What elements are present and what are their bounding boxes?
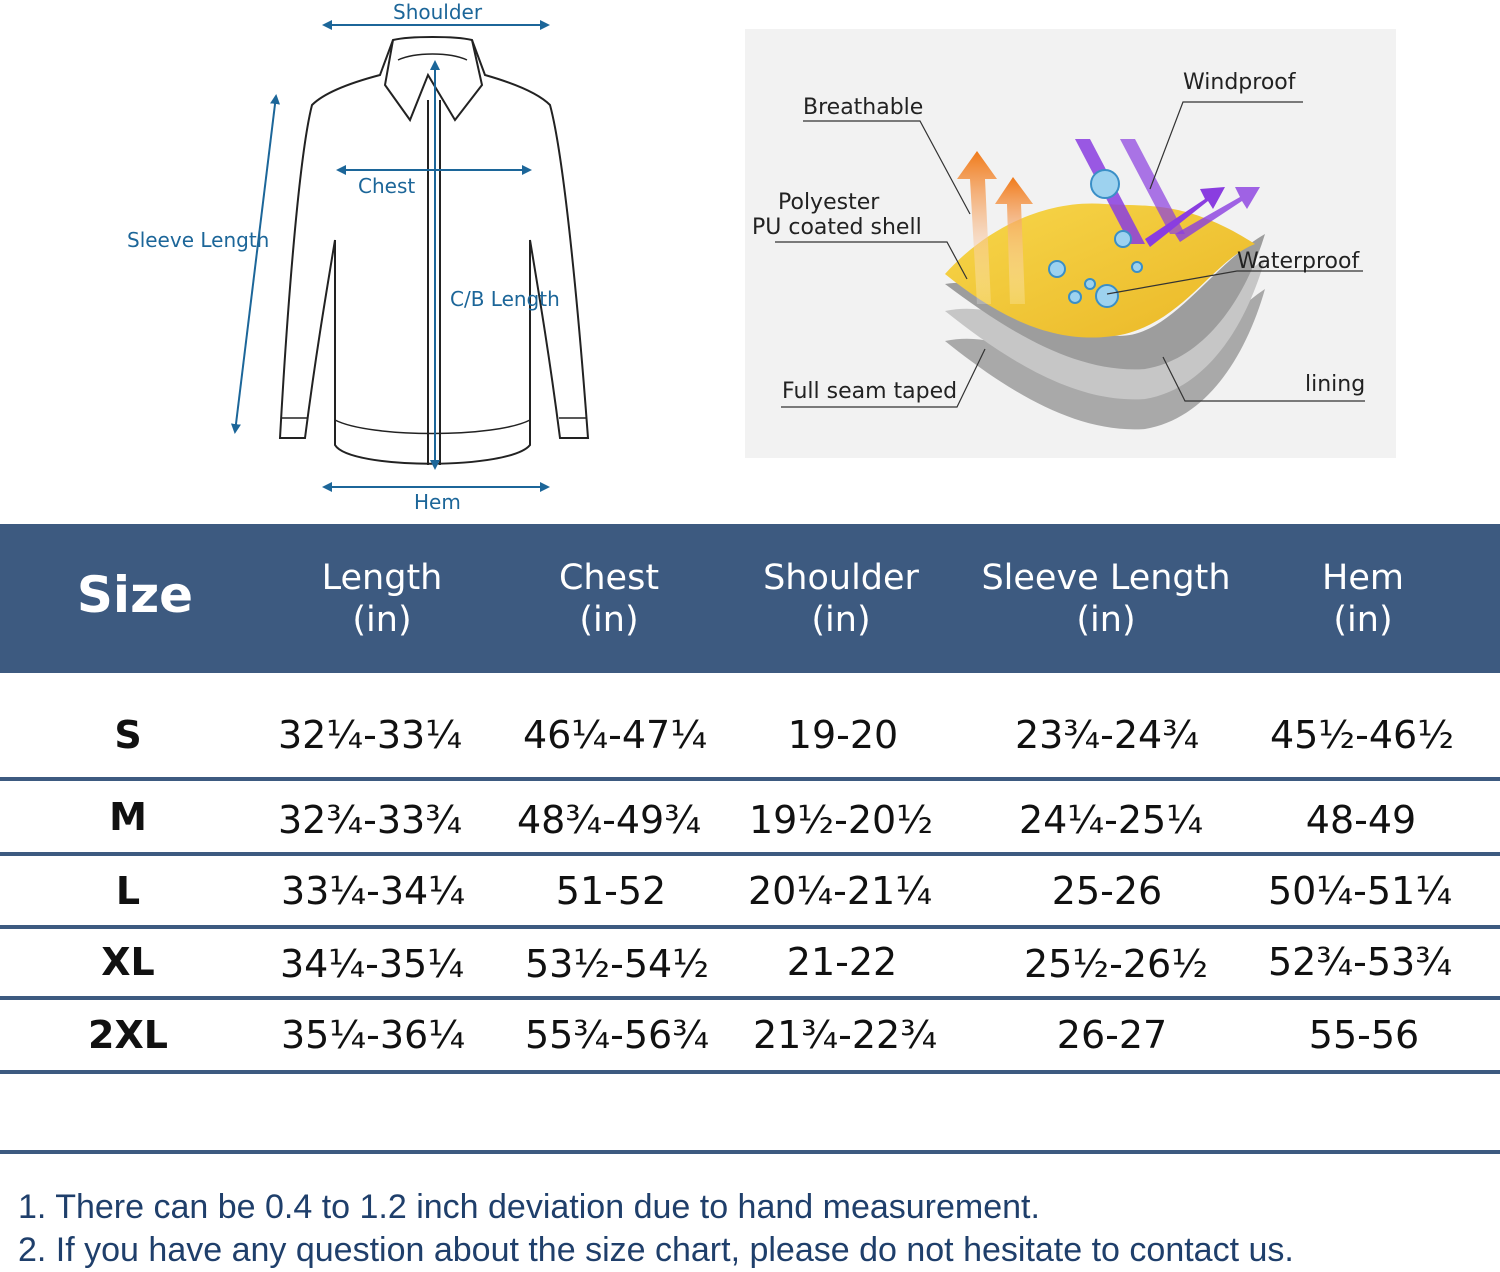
- header-length-unit: (in): [352, 600, 412, 640]
- header-shoulder: Shoulder (in): [763, 557, 919, 641]
- note-line: 2. If you have any question about the si…: [18, 1231, 1294, 1269]
- table-row: XL 34¼-35¼ 53½-54½ 21-22 25½-26½ 52¾-53¾: [0, 929, 1500, 1000]
- cell-hem: 45½-46½: [1269, 713, 1455, 757]
- table-row: M 32¾-33¾ 48¾-49¾ 19½-20½ 24¼-25¼ 48-49: [0, 781, 1500, 856]
- jacket-measurement-diagram: Shoulder Chest Sleeve Length C/B Length …: [110, 0, 590, 520]
- cell-shoulder: 19½-20½: [748, 798, 934, 842]
- cell-chest: 48¾-49¾: [516, 798, 702, 842]
- cell-size: S: [114, 713, 142, 757]
- cell-sleeve-length: 24¼-25¼: [1018, 798, 1204, 842]
- cell-shoulder: 21¾-22¾: [752, 1013, 938, 1057]
- note-line: 1. There can be 0.4 to 1.2 inch deviatio…: [18, 1188, 1040, 1226]
- header-shoulder-name: Shoulder: [763, 558, 919, 598]
- cell-shoulder: 20¼-21¼: [747, 869, 933, 913]
- cell-size: M: [109, 795, 147, 839]
- polyester-label: Polyester PU coated shell: [752, 190, 922, 240]
- polyester-label-line1: Polyester: [778, 190, 880, 215]
- header-chest: Chest (in): [559, 557, 659, 641]
- cell-hem: 48-49: [1305, 798, 1417, 842]
- cell-length: 33¼-34¼: [280, 869, 466, 913]
- hem-label: Hem: [414, 490, 461, 514]
- cell-sleeve-length: 23¾-24¾: [1014, 713, 1200, 757]
- cell-chest: 53½-54½: [524, 942, 710, 986]
- header-length-name: Length: [321, 558, 443, 598]
- cell-hem: 55-56: [1308, 1013, 1420, 1057]
- cell-hem: 50¼-51¼: [1267, 869, 1453, 913]
- header-sleeve-length-unit: (in): [1076, 600, 1136, 640]
- cell-chest: 46¼-47¼: [522, 713, 708, 757]
- fabric-layers-graphic: [775, 101, 1365, 430]
- header-chest-unit: (in): [579, 600, 639, 640]
- table-header: Size Length (in) Chest (in) Shoulder (in…: [0, 524, 1500, 673]
- waterproof-label: Waterproof: [1237, 249, 1360, 274]
- cell-length: 32¾-33¾: [277, 798, 463, 842]
- header-hem-name: Hem: [1322, 558, 1404, 598]
- breathable-label: Breathable: [803, 95, 924, 120]
- header-shoulder-unit: (in): [811, 600, 871, 640]
- table-row: L 33¼-34¼ 51-52 20¼-21¼ 25-26 50¼-51¼: [0, 856, 1500, 929]
- cell-chest: 51-52: [555, 869, 667, 913]
- fabric-layers-diagram: Breathable Windproof Polyester PU coated…: [745, 29, 1396, 458]
- cb-length-label: C/B Length: [450, 287, 560, 311]
- size-chart-table: Size Length (in) Chest (in) Shoulder (in…: [0, 524, 1500, 1084]
- header-size: Size: [76, 566, 194, 624]
- header-hem-unit: (in): [1333, 600, 1393, 640]
- jacket-outline-graphic: [231, 20, 590, 492]
- windproof-label: Windproof: [1183, 70, 1296, 95]
- header-sleeve-length: Sleeve Length (in): [981, 557, 1230, 641]
- cell-shoulder: 21-22: [786, 940, 898, 984]
- cell-size: XL: [101, 940, 155, 984]
- divider: [0, 1150, 1500, 1154]
- cell-shoulder: 19-20: [787, 713, 899, 757]
- full-seam-taped-label: Full seam taped: [782, 379, 958, 404]
- header-sleeve-length-name: Sleeve Length: [981, 558, 1231, 598]
- chest-label: Chest: [358, 174, 416, 198]
- cell-sleeve-length: 25-26: [1051, 869, 1163, 913]
- cell-length: 32¼-33¼: [277, 713, 463, 757]
- cell-size: L: [115, 869, 141, 913]
- header-chest-name: Chest: [558, 558, 660, 598]
- cell-sleeve-length: 26-27: [1056, 1013, 1168, 1057]
- sleeve-length-arrow: [231, 94, 280, 434]
- cell-size: 2XL: [88, 1013, 168, 1057]
- cell-length: 35¼-36¼: [280, 1013, 466, 1057]
- cell-length: 34¼-35¼: [279, 942, 465, 986]
- cell-sleeve-length: 25½-26½: [1023, 942, 1209, 986]
- shoulder-label: Shoulder: [393, 0, 483, 24]
- sleeve-length-label: Sleeve Length: [127, 228, 270, 252]
- cell-chest: 55¾-56¾: [524, 1013, 710, 1057]
- table-row: S 32¼-33¼ 46¼-47¼ 19-20 23¾-24¾ 45½-46½: [0, 673, 1500, 781]
- header-length: Length (in): [322, 557, 443, 641]
- lining-label: lining: [1305, 372, 1366, 397]
- cell-hem: 52¾-53¾: [1267, 940, 1453, 984]
- notes: 1. There can be 0.4 to 1.2 inch deviatio…: [18, 1186, 1294, 1272]
- table-row: 2XL 35¼-36¼ 55¾-56¾ 21¾-22¾ 26-27 55-56: [0, 1000, 1500, 1074]
- header-hem: Hem (in): [1322, 557, 1404, 641]
- polyester-label-line2: PU coated shell: [752, 215, 922, 240]
